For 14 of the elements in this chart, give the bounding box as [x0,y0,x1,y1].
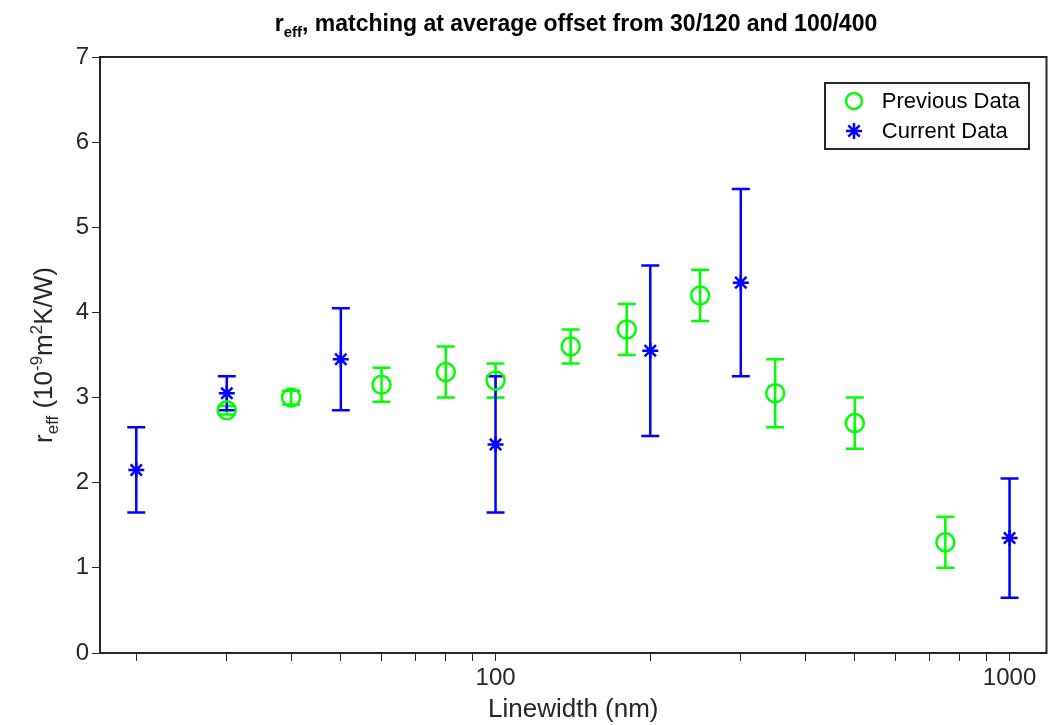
y-tick-label: 5 [75,211,89,239]
y-tick-label: 0 [75,637,89,665]
legend-label: Previous Data [881,88,1020,114]
x-axis-title: Linewidth (nm) [487,692,659,723]
y-tick-label: 4 [75,297,89,325]
y-tick-label: 6 [75,126,89,154]
legend-label: Current Data [881,118,1008,144]
x-tick-label: 1000 [982,663,1037,691]
y-tick-label: 1 [75,552,89,580]
y-tick-label: 7 [75,41,89,69]
x-tick-label: 100 [475,663,516,691]
chart-title: r$_{eff}$, matching at average offset from 30/120 and 100/400 [273,10,879,40]
y-tick-label: 3 [75,382,89,410]
y-tick-label: 2 [75,467,89,495]
